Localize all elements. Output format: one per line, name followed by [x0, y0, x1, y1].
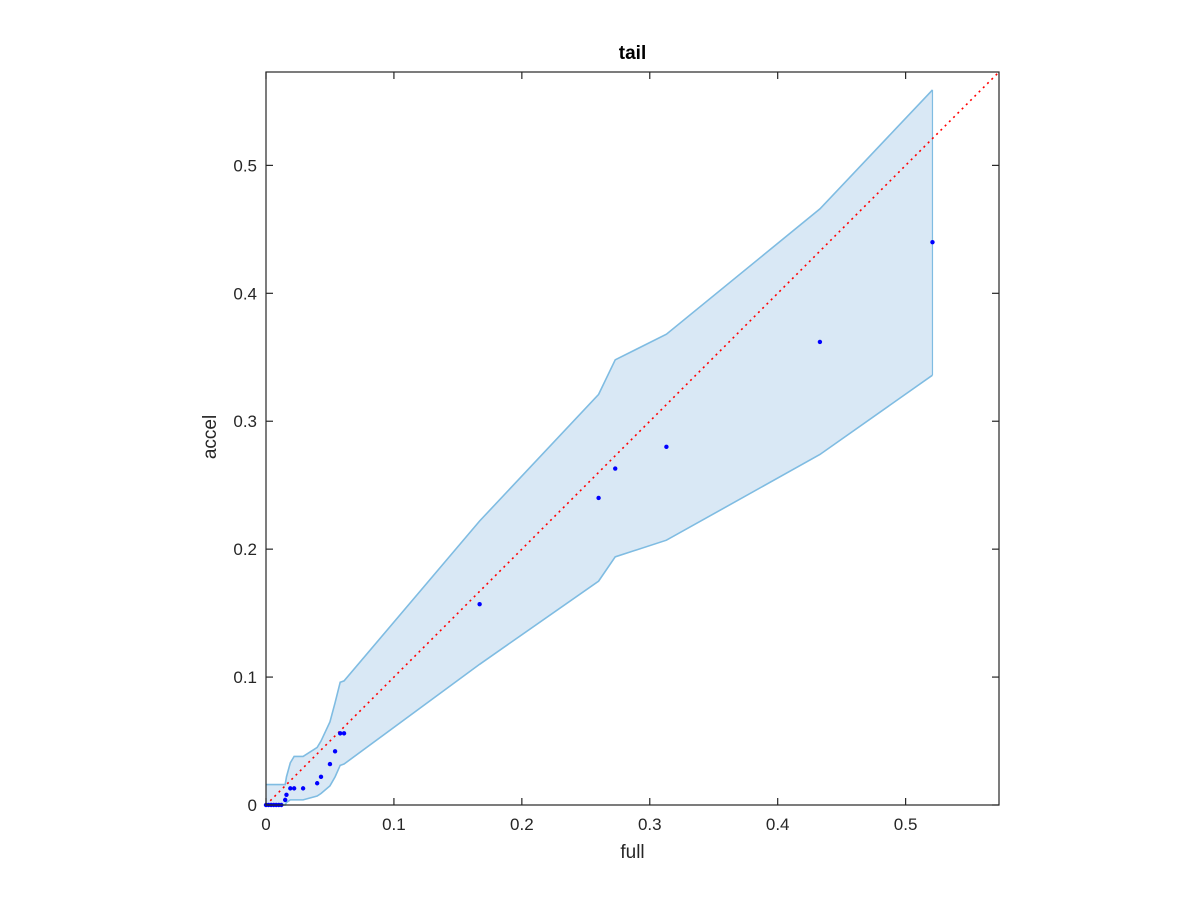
x-tick-label: 0.2 [510, 815, 534, 834]
data-point [337, 731, 343, 736]
y-tick-label: 0.3 [233, 412, 257, 431]
data-point [284, 792, 289, 797]
data-point [341, 731, 347, 736]
data-point [477, 601, 482, 607]
data-point [817, 339, 823, 345]
y-tick-label: 0.1 [233, 668, 257, 687]
data-point [664, 444, 669, 450]
data-point [930, 239, 935, 245]
data-point [613, 466, 618, 471]
x-axis-label: full [620, 842, 644, 863]
y-tick-label: 0.4 [233, 284, 257, 303]
band-upper-edge [266, 89, 934, 786]
data-point [300, 786, 306, 791]
axes-box [265, 71, 1000, 806]
data-point [332, 749, 338, 754]
x-tick-label: 0.5 [894, 815, 918, 834]
data-point [314, 781, 320, 786]
chart-title: tail [619, 43, 646, 64]
y-tick-label: 0.5 [233, 156, 257, 175]
data-point [291, 786, 297, 791]
plot-area: 0 0.1 0.2 0.3 0.4 0.5 0 0.1 0.2 0.3 0.4 0.5 [233, 71, 1000, 834]
y-tick-label: 0.2 [233, 540, 257, 559]
y-axis-label: accel [200, 415, 221, 459]
y-tick-label: 0 [248, 796, 257, 815]
data-point [327, 761, 333, 767]
confidence-band-fill [266, 89, 933, 806]
x-tick-label: 0.1 [382, 815, 406, 834]
data-point [282, 797, 288, 803]
data-point [596, 495, 601, 501]
data-point [318, 774, 324, 780]
x-tick-label: 0.3 [638, 815, 662, 834]
band-lower-edge [266, 374, 933, 806]
data-point [288, 786, 293, 791]
x-tick-label: 0.4 [766, 815, 790, 834]
x-tick-label: 0 [261, 815, 270, 834]
